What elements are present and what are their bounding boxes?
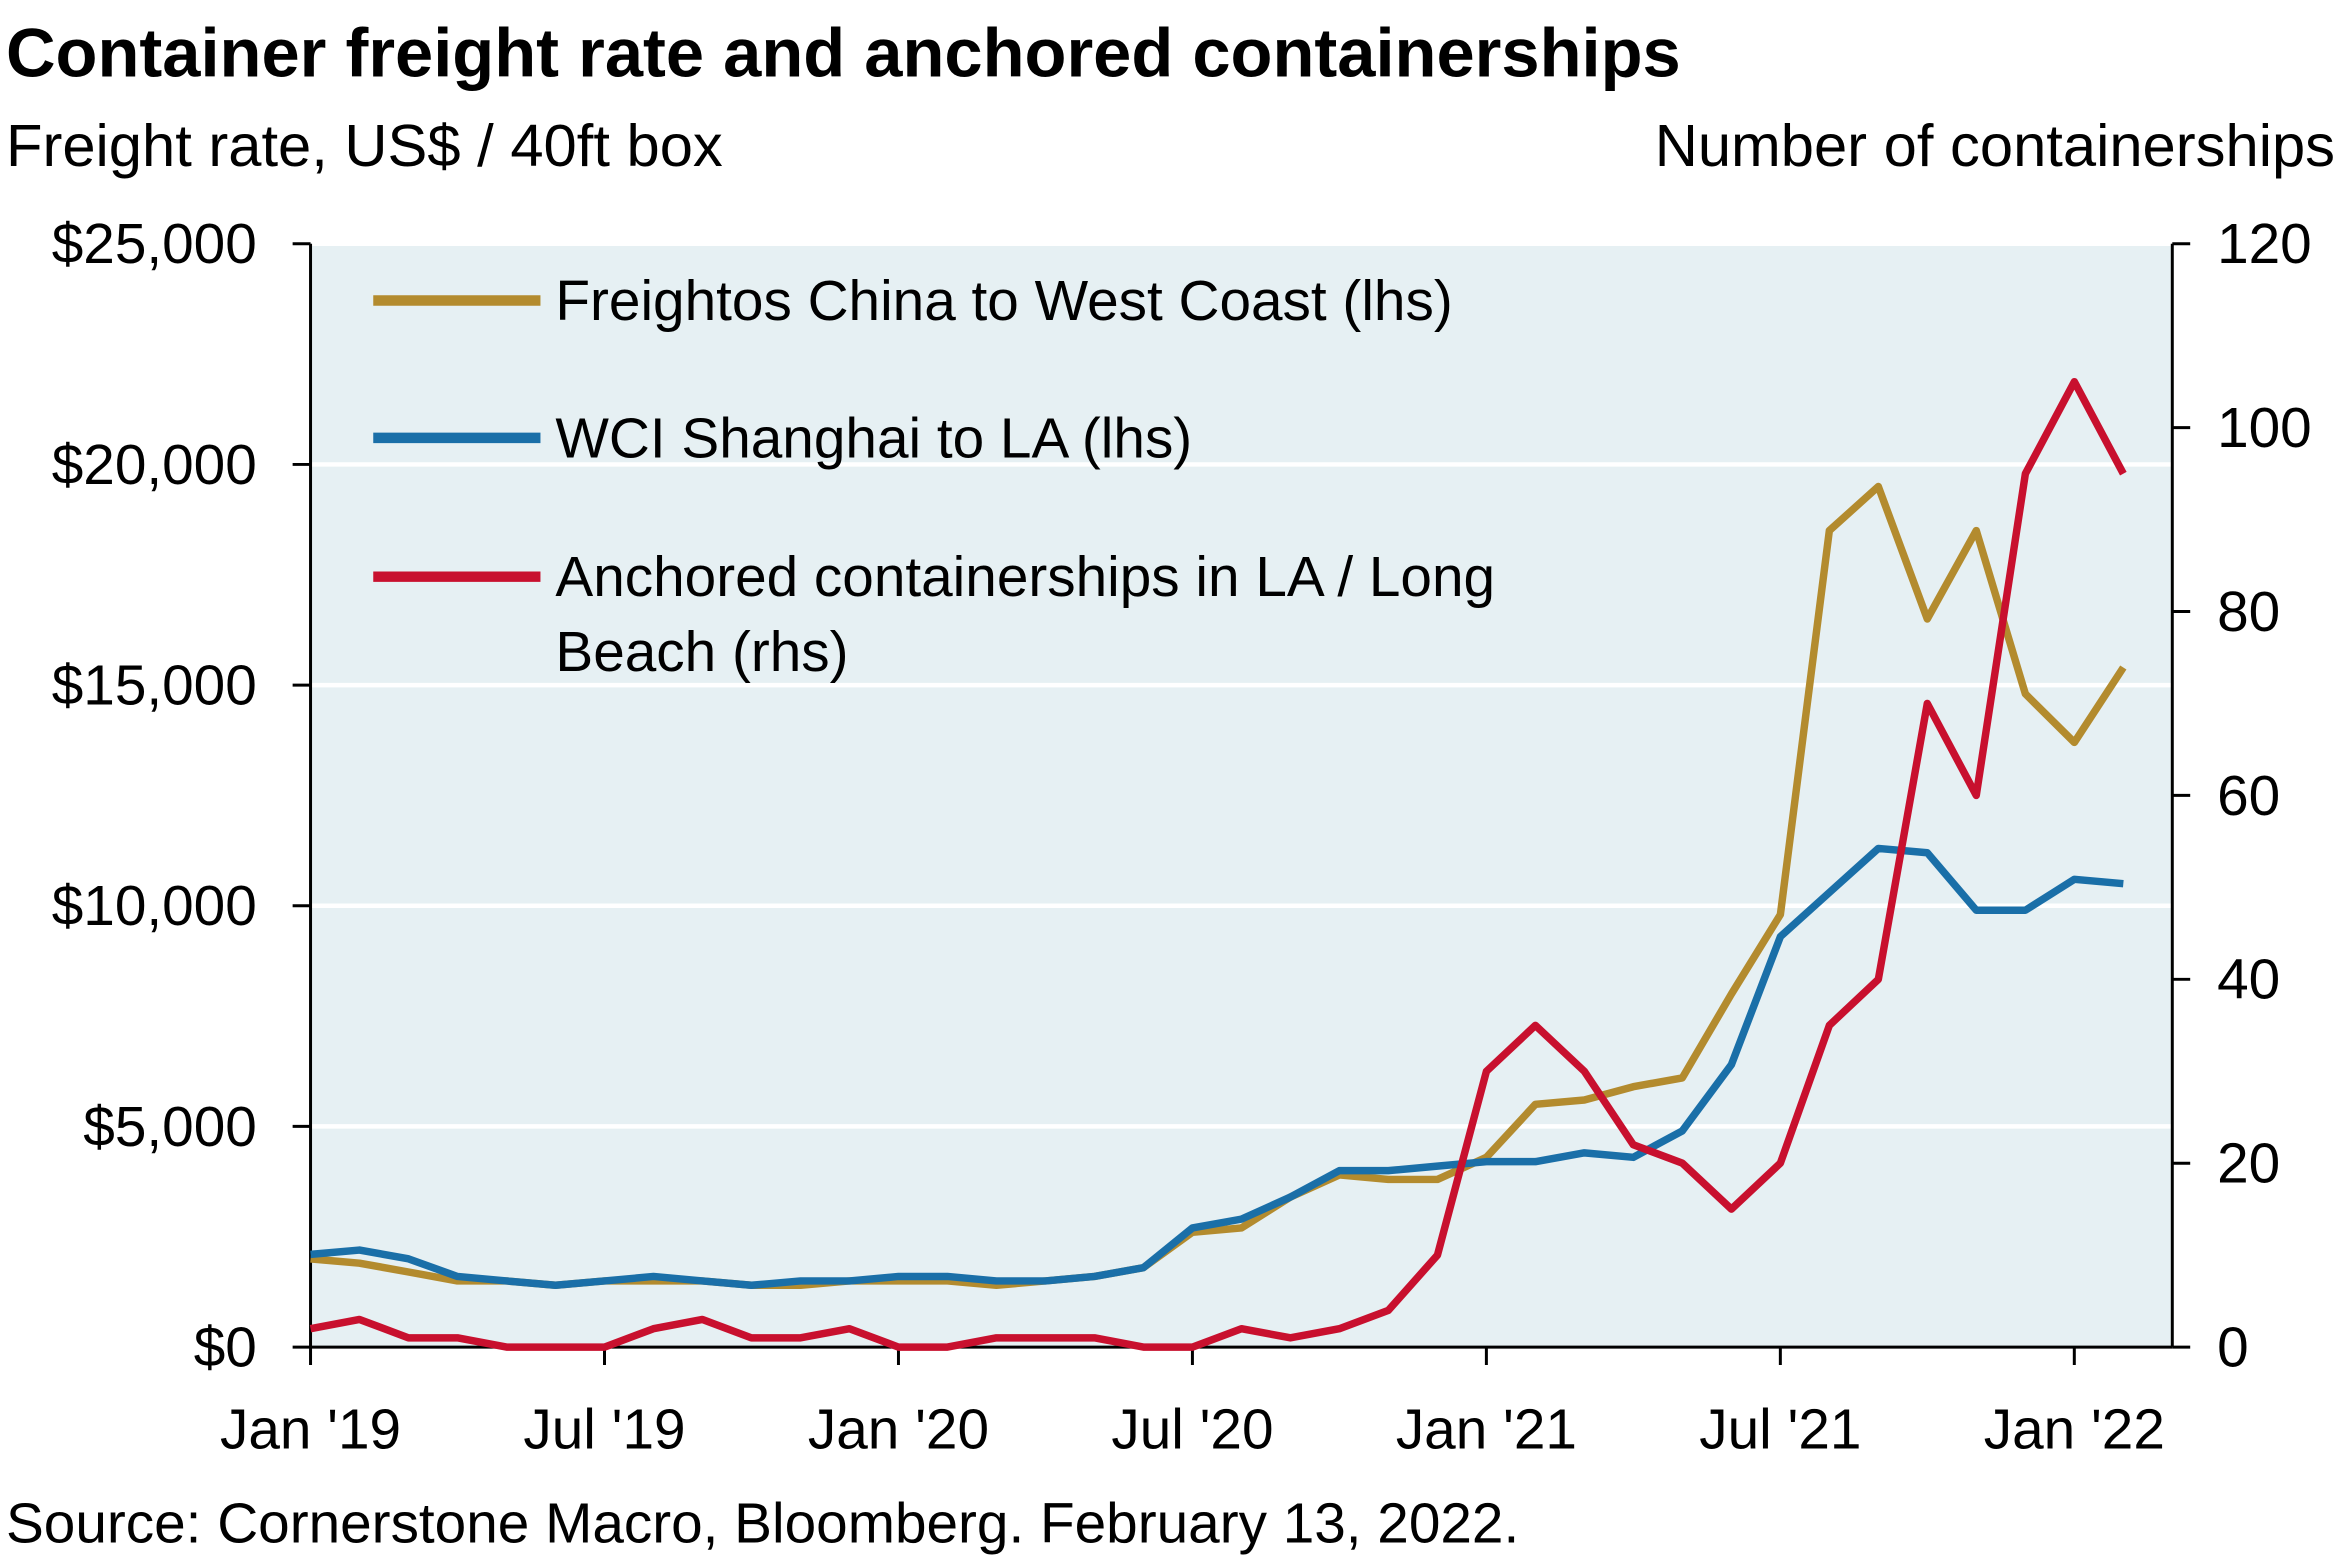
x-tick-label: Jul '19 bbox=[523, 1399, 685, 1462]
legend-label: Anchored containerships in LA / Long Beac… bbox=[555, 546, 1495, 684]
legend-label-line: Anchored containerships in LA / Long bbox=[555, 546, 1495, 609]
chart-title: Container freight rate and anchored cont… bbox=[6, 15, 1681, 92]
x-tick-label: Jan '19 bbox=[220, 1399, 401, 1462]
series-line bbox=[310, 844, 2124, 1290]
y2-tick-label: 40 bbox=[2217, 949, 2280, 1012]
y-tick-label: $20,000 bbox=[52, 434, 257, 497]
x-tick-label: Jul '21 bbox=[1699, 1399, 1861, 1462]
legend-label: WCI Shanghai to LA (lhs) bbox=[555, 407, 1192, 470]
plot-background bbox=[310, 243, 2173, 1348]
y-tick-label: $5,000 bbox=[83, 1096, 256, 1159]
y-tick-label: $15,000 bbox=[52, 655, 257, 718]
x-tick-label: Jul '20 bbox=[1111, 1399, 1273, 1462]
y-axis-label: Freight rate, US$ / 40ft box bbox=[6, 112, 723, 179]
y2-tick-label: 60 bbox=[2217, 765, 2280, 828]
x-tick-label: Jan '20 bbox=[808, 1399, 989, 1462]
legend-label-line: Beach (rhs) bbox=[555, 621, 848, 684]
source: Source: Cornerstone Macro, Bloomberg. Fe… bbox=[6, 1493, 1519, 1556]
y2-axis-label: Number of containerships bbox=[1655, 112, 2335, 179]
y2-tick-label: 0 bbox=[2217, 1316, 2249, 1379]
y2-tick-label: 100 bbox=[2217, 397, 2312, 460]
y2-tick-label: 80 bbox=[2217, 581, 2280, 644]
x-tick-label: Jan '22 bbox=[1984, 1399, 2165, 1462]
legend-label: Freightos China to West Coast (lhs) bbox=[555, 270, 1452, 333]
y-tick-label: $10,000 bbox=[52, 875, 257, 938]
x-tick-label: Jan '21 bbox=[1396, 1399, 1577, 1462]
y2-tick-label: 20 bbox=[2217, 1133, 2280, 1196]
y-tick-label: $0 bbox=[194, 1316, 257, 1379]
y-tick-label: $25,000 bbox=[52, 213, 257, 276]
y2-tick-label: 120 bbox=[2217, 213, 2312, 276]
series-line bbox=[309, 377, 2127, 1351]
